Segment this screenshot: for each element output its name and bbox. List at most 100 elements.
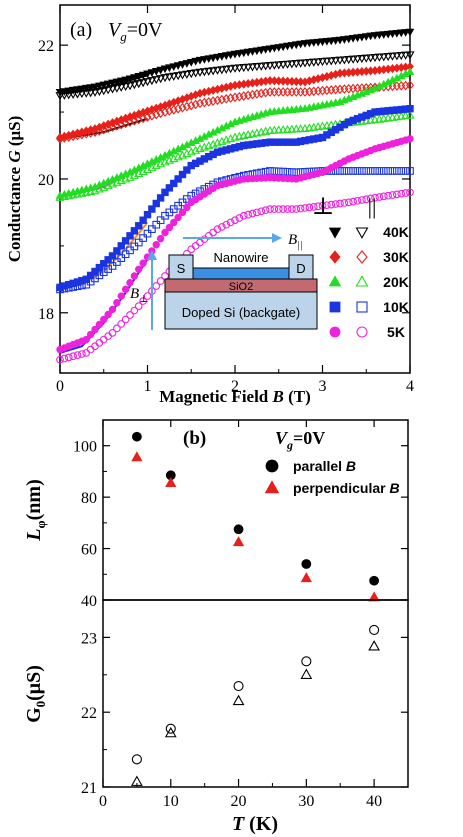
data-point [86, 128, 95, 138]
data-point [243, 63, 253, 72]
data-point [287, 87, 296, 97]
data-point [56, 285, 64, 294]
data-point [156, 108, 165, 119]
data-point [296, 59, 306, 68]
data-point [392, 52, 402, 61]
data-point [108, 305, 117, 314]
data-point [366, 167, 375, 175]
legend-label: perpendicular B [293, 480, 400, 496]
data-point [221, 65, 231, 74]
legend-marker-perp [328, 227, 342, 239]
data-point [117, 292, 125, 300]
data-point [139, 259, 147, 267]
data-point [247, 63, 258, 72]
data-point [366, 194, 375, 203]
data-point [164, 73, 174, 82]
data-point [173, 72, 183, 81]
data-point [131, 431, 142, 442]
data-point [125, 117, 135, 127]
data-point [169, 105, 178, 115]
data-point [73, 351, 82, 360]
series-perpendicular [130, 640, 381, 786]
data-point [239, 64, 249, 73]
data-point [393, 190, 401, 199]
data-point [401, 167, 410, 175]
legend-marker [265, 459, 279, 473]
data-point [90, 127, 100, 137]
data-point [94, 87, 104, 97]
data-point [405, 51, 415, 60]
data-point [55, 133, 65, 144]
data-point [86, 330, 95, 339]
data-point [384, 191, 392, 200]
series-40k- [55, 51, 415, 101]
data-point [134, 80, 144, 89]
data-point [292, 87, 301, 97]
series-30k- [56, 61, 414, 143]
data-point [125, 82, 135, 91]
panel-b-frame [102, 419, 409, 601]
data-point [95, 339, 104, 347]
data-point [292, 168, 301, 177]
data-point [60, 284, 69, 293]
y-tick-label: 80 [81, 490, 97, 507]
legend-col-par: || [368, 194, 377, 219]
data-point [126, 246, 134, 255]
x-tick-label: 3 [319, 378, 327, 395]
series-5k- [56, 135, 414, 354]
data-point [233, 680, 244, 692]
data-point [300, 87, 310, 97]
data-point [121, 82, 131, 92]
panel-a-legend: ⊥ || 40K 30K 20K 10K 5K [312, 194, 409, 340]
inset-drain-label: D [296, 261, 305, 276]
data-point [104, 332, 112, 341]
data-point [261, 62, 271, 71]
data-point [369, 575, 380, 586]
data-point [82, 128, 91, 139]
data-point [116, 83, 126, 92]
data-point [336, 167, 344, 175]
data-point [335, 56, 345, 65]
data-point [139, 216, 147, 224]
panel-a-ylabel: Conductance G (μS) [5, 116, 24, 263]
legend-marker-perp [329, 326, 341, 338]
data-point [369, 624, 380, 635]
data-point [177, 71, 188, 80]
legend-marker-par [356, 250, 368, 264]
device-inset: Doped Si (backgate) SiO2 Nanowire S D B|… [130, 232, 318, 330]
panel-c-frame [102, 599, 409, 788]
data-point [104, 310, 112, 319]
data-point [248, 209, 257, 218]
panel-c-xlabel: T (K) [232, 813, 278, 835]
data-point [322, 85, 331, 96]
data-point [266, 205, 274, 213]
data-point [164, 726, 177, 738]
data-point [371, 167, 379, 175]
data-point [336, 199, 344, 208]
data-point [270, 167, 279, 176]
data-point [165, 184, 174, 192]
data-point [357, 55, 367, 64]
data-point [129, 81, 139, 90]
data-point [217, 66, 227, 75]
panel-b-chart: 40 60 80 100 (b) Vg=0V parallel B perpendicu… [23, 419, 409, 610]
data-point [113, 299, 121, 307]
data-point [344, 198, 353, 207]
data-point [340, 84, 349, 94]
data-point [130, 272, 139, 280]
data-point [183, 203, 191, 212]
data-point [191, 242, 200, 250]
data-point [283, 167, 292, 176]
panel-a-markers [55, 28, 415, 364]
y-tick-label: 40 [81, 593, 97, 610]
panel-a-vg-annotation: Vg=0V [108, 19, 163, 44]
data-point [143, 70, 152, 79]
data-point [349, 167, 357, 175]
data-point [379, 192, 388, 201]
data-point [371, 193, 379, 202]
data-point [322, 57, 332, 66]
series-10k- [56, 105, 414, 292]
data-point [252, 63, 262, 72]
data-point [340, 199, 349, 207]
data-point [152, 220, 161, 229]
